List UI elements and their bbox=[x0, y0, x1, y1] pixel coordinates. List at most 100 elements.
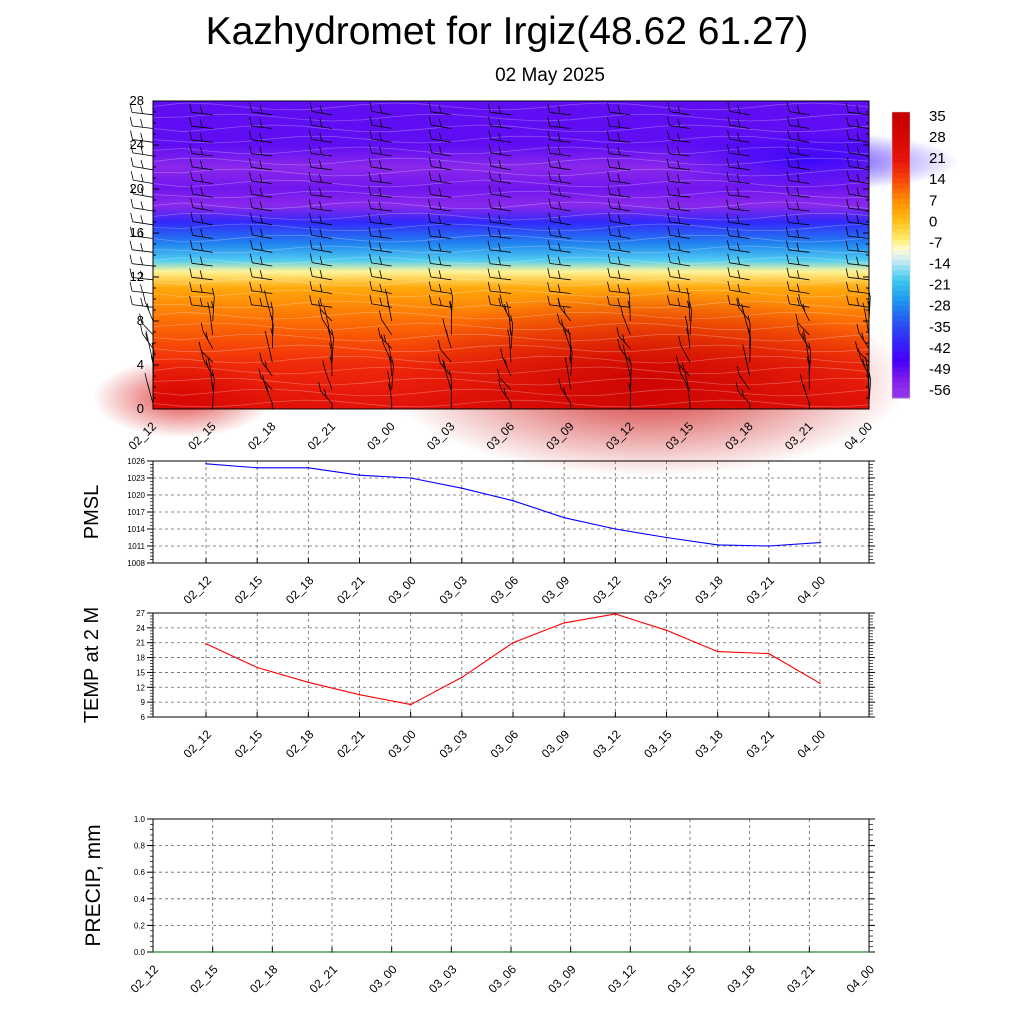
wind-barb bbox=[369, 294, 392, 308]
x-tick-label: 02_12 bbox=[181, 573, 215, 607]
wind-barb bbox=[190, 184, 213, 198]
warm-anomaly bbox=[388, 286, 909, 477]
y-tick-label: 0.4 bbox=[134, 895, 146, 904]
colorbar-swatch bbox=[892, 209, 910, 215]
wind-barb bbox=[667, 267, 691, 281]
wind-barb bbox=[309, 102, 333, 116]
wind-barb bbox=[130, 157, 154, 171]
wind-barb bbox=[726, 213, 750, 226]
isotherm-line bbox=[152, 267, 870, 276]
x-tick-label: 03_03 bbox=[436, 727, 470, 761]
x-tick-label: 03_18 bbox=[724, 962, 758, 996]
x-tick-label: 03_12 bbox=[590, 573, 624, 607]
x-tick-label: 03_21 bbox=[743, 573, 777, 607]
wind-barb bbox=[190, 212, 213, 226]
wind-barb bbox=[487, 254, 512, 267]
isotherm-line bbox=[152, 388, 870, 397]
wind-barb bbox=[845, 227, 870, 239]
data-point bbox=[808, 951, 811, 953]
colorbar-swatch bbox=[892, 178, 910, 185]
wind-barb bbox=[726, 185, 750, 198]
wind-barb bbox=[786, 240, 810, 253]
x-tick-label: 03_12 bbox=[605, 962, 639, 996]
wind-barb bbox=[250, 226, 273, 239]
wind-barb bbox=[488, 130, 512, 143]
wind-barb bbox=[736, 366, 751, 391]
wind-barb bbox=[726, 226, 750, 239]
isotherm-line bbox=[152, 146, 870, 155]
wind-barb bbox=[487, 226, 512, 239]
wind-barb bbox=[547, 295, 571, 308]
wind-barb bbox=[666, 130, 691, 143]
wind-barb bbox=[667, 281, 691, 294]
wind-barb bbox=[189, 130, 213, 143]
wind-barb bbox=[129, 254, 154, 267]
wind-barb bbox=[249, 295, 273, 308]
wind-barb bbox=[259, 352, 273, 377]
data-point bbox=[358, 474, 361, 477]
wind-barb bbox=[368, 226, 392, 239]
wind-barb bbox=[845, 103, 870, 116]
wind-barb bbox=[846, 143, 870, 157]
wind-barb bbox=[368, 213, 392, 226]
wind-barb bbox=[189, 103, 213, 116]
colorbar-swatch bbox=[892, 362, 910, 368]
wind-barb bbox=[727, 130, 750, 143]
wind-barb bbox=[799, 373, 810, 404]
colorbar-swatch bbox=[892, 203, 910, 210]
temp-2m-panel: 6 9 12 15 18 21 24 27 02_12 02_15 02_18 02_21 03_00 0… bbox=[81, 607, 875, 761]
wind-barb bbox=[676, 355, 691, 377]
wind-barb bbox=[487, 268, 512, 281]
y-axis-label: PMSL bbox=[81, 485, 103, 539]
colorbar-swatch bbox=[892, 326, 910, 333]
wind-barb bbox=[845, 268, 870, 281]
data-point bbox=[409, 703, 412, 706]
y-tick-label: 0.0 bbox=[134, 948, 146, 957]
wind-barb bbox=[547, 157, 571, 171]
wind-barb bbox=[319, 309, 333, 336]
x-tick-label: 02_18 bbox=[283, 573, 317, 607]
wind-barb bbox=[607, 158, 631, 171]
wind-barb bbox=[606, 144, 631, 157]
colorbar-swatch bbox=[892, 331, 910, 338]
cold-anomaly bbox=[659, 131, 960, 192]
colorbar-swatch bbox=[892, 372, 910, 379]
x-tick-label: 02_15 bbox=[187, 962, 221, 996]
wind-barb bbox=[667, 199, 691, 212]
wind-barb bbox=[309, 239, 333, 253]
wind-barb bbox=[727, 116, 750, 129]
colorbar-label: 7 bbox=[929, 192, 937, 209]
wind-barb bbox=[428, 281, 452, 294]
colorbar-label: -49 bbox=[929, 361, 951, 378]
data-point bbox=[748, 951, 751, 953]
wind-barb bbox=[309, 130, 333, 143]
isotherm-line bbox=[152, 113, 870, 122]
wind-barb bbox=[547, 130, 571, 143]
x-tick-label: 03_15 bbox=[641, 727, 675, 761]
data-point bbox=[152, 951, 154, 953]
x-tick-label: 02_21 bbox=[305, 419, 339, 453]
x-tick-label: 02_21 bbox=[334, 727, 368, 761]
y-axis-label: TEMP at 2 M bbox=[81, 607, 103, 723]
wind-barb bbox=[488, 198, 512, 212]
wind-barb bbox=[678, 363, 691, 390]
wind-barb bbox=[607, 117, 631, 129]
wind-barb bbox=[369, 253, 392, 267]
wind-barb bbox=[428, 199, 452, 212]
wind-barb bbox=[786, 171, 810, 184]
wind-barb bbox=[249, 102, 273, 116]
y-tick-label: 12 bbox=[130, 269, 144, 284]
x-tick-label: 03_09 bbox=[545, 962, 579, 996]
wind-barb bbox=[129, 240, 154, 253]
wind-barb bbox=[684, 370, 691, 404]
wind-barb bbox=[667, 116, 691, 129]
y-tick-label: 16 bbox=[130, 225, 144, 240]
wind-barb bbox=[249, 267, 273, 281]
isotherm-line bbox=[152, 102, 870, 111]
wind-barb bbox=[667, 226, 691, 239]
data-point bbox=[716, 544, 719, 546]
colorbar-swatch bbox=[892, 183, 910, 190]
wind-barb bbox=[547, 282, 571, 294]
